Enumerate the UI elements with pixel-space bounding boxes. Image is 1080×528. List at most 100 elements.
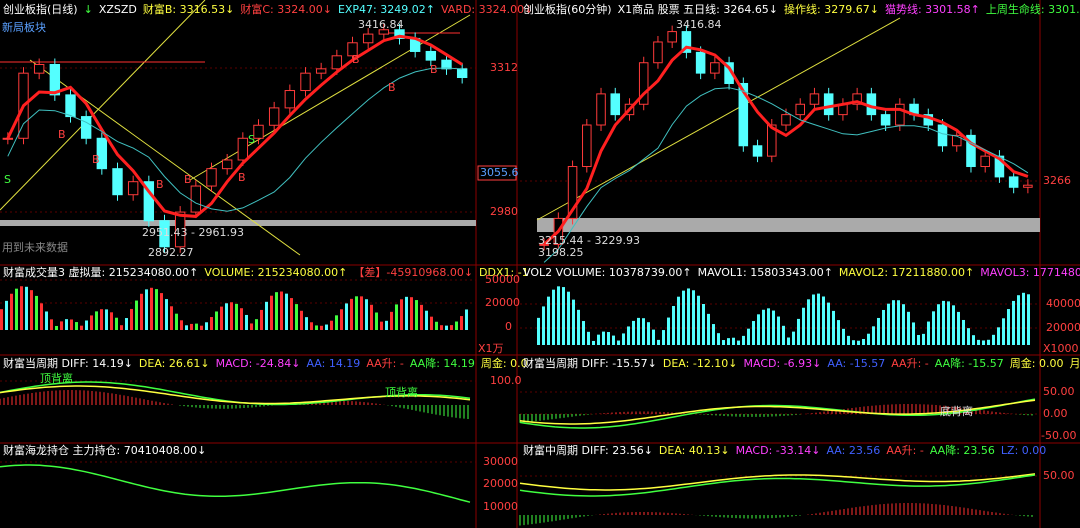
volume-bar xyxy=(440,325,443,330)
header-item: DDX1: -1 xyxy=(479,266,529,279)
range-band xyxy=(537,218,1040,232)
candle xyxy=(667,31,677,43)
volume-bar xyxy=(1012,300,1015,345)
volume-bar xyxy=(235,303,238,330)
volume-bar xyxy=(340,309,343,330)
candle xyxy=(738,82,749,147)
volume-bar xyxy=(290,298,293,330)
candle xyxy=(347,42,358,57)
volume-bar xyxy=(972,335,975,345)
header-item: 财富海龙持仓 主力持仓: 70410408.00↓ xyxy=(3,443,206,457)
panel-header: 财富当周期 DIFF: 14.19↓ DEA: 26.61↓ MACD: -24.8… xyxy=(3,356,528,370)
volume-bar xyxy=(777,316,780,345)
volume-bar xyxy=(807,299,810,345)
volume-bar xyxy=(582,321,585,345)
candle xyxy=(951,134,962,147)
volume-bar xyxy=(310,322,313,330)
moving-average xyxy=(543,87,1029,263)
volume-bar xyxy=(677,296,680,345)
header-item: AA降: 23.56 xyxy=(930,443,995,457)
header-item: AA降: -15.57 xyxy=(935,356,1004,370)
divergence-label: 顶背离 xyxy=(40,371,73,385)
header-item: 周金: 0.00 xyxy=(1010,356,1064,370)
sector-label: 新局板块 xyxy=(2,20,46,34)
indicator-line xyxy=(0,385,471,405)
panel-header: 财富当周期 DIFF: -15.57↓ DEA: -12.10↓ MACD: -6.… xyxy=(523,356,1080,370)
candle xyxy=(1008,176,1019,188)
volume-bar xyxy=(597,334,600,345)
candle xyxy=(331,55,343,70)
volume-bar xyxy=(10,293,13,330)
candle xyxy=(980,155,990,168)
header-item: MAVOL1: 15803343.00↑ xyxy=(698,266,833,279)
volume-bar xyxy=(757,314,760,345)
indicator-line xyxy=(519,474,1036,497)
volume-bar xyxy=(105,309,108,330)
volume-bar xyxy=(185,325,188,330)
candle xyxy=(895,103,905,126)
volume-bar xyxy=(350,298,353,330)
volume-bar xyxy=(897,300,900,345)
volume-bar xyxy=(782,325,785,345)
candle xyxy=(284,90,296,109)
candle xyxy=(781,114,791,126)
candle xyxy=(300,72,311,92)
candle xyxy=(378,29,390,35)
header-item: 操作线: 3279.67↓ xyxy=(784,2,879,16)
indicator-line xyxy=(519,473,1036,491)
volume-bar xyxy=(607,332,610,345)
volume-bar xyxy=(647,322,650,345)
y-tick-label: 50000 xyxy=(485,273,520,286)
trend-line xyxy=(0,0,206,211)
candle xyxy=(159,220,170,248)
candle xyxy=(795,103,805,116)
volume-bar xyxy=(285,293,288,330)
volume-bar xyxy=(857,340,860,345)
volume-bar xyxy=(877,317,880,345)
candle xyxy=(695,51,706,74)
header-item: AA升: - xyxy=(891,357,929,370)
signal: S xyxy=(4,173,11,186)
moving-average xyxy=(543,45,1029,246)
volume-bar xyxy=(395,304,398,330)
candle xyxy=(752,145,763,157)
volume-bar xyxy=(712,324,715,345)
volume-bar xyxy=(385,320,388,330)
volume-bar xyxy=(687,288,690,345)
volume-bar xyxy=(225,303,228,330)
volume-bar xyxy=(195,323,198,330)
volume-bar xyxy=(275,292,278,330)
header-item: 猫势线: 3301.58↑ xyxy=(885,2,980,16)
volume-bar xyxy=(60,321,63,330)
moving-average xyxy=(7,67,463,212)
price-tag xyxy=(477,165,517,181)
volume-bar xyxy=(867,333,870,345)
volume-bar xyxy=(622,333,625,345)
candle xyxy=(596,93,606,126)
candle xyxy=(456,68,468,79)
volume-bar xyxy=(170,306,173,330)
volume-bar xyxy=(962,319,965,345)
volume-bar xyxy=(200,325,203,330)
candle xyxy=(315,68,327,74)
volume-bar xyxy=(215,311,218,330)
y-tick-label: 20000 xyxy=(485,296,520,309)
y-tick-label: 10000 xyxy=(483,500,518,513)
volume-bar xyxy=(445,325,448,330)
high-label: 3416.84 xyxy=(358,18,404,31)
volume-bar xyxy=(255,319,258,330)
volume-bar xyxy=(812,294,815,345)
volume-bar xyxy=(937,304,940,345)
candle xyxy=(237,137,249,161)
header-item: ↓ xyxy=(84,3,93,16)
candle xyxy=(767,124,777,157)
header-item: MAVOL3: 17714802.00↑ xyxy=(980,266,1080,279)
volume-bar xyxy=(460,316,463,330)
header-item: LZ: 0.00 xyxy=(1001,444,1046,457)
volume-bar xyxy=(205,322,208,330)
header-item: AA升: - xyxy=(886,444,924,457)
header-item: 月金: 0 xyxy=(1069,356,1080,370)
volume-bar xyxy=(80,325,83,330)
